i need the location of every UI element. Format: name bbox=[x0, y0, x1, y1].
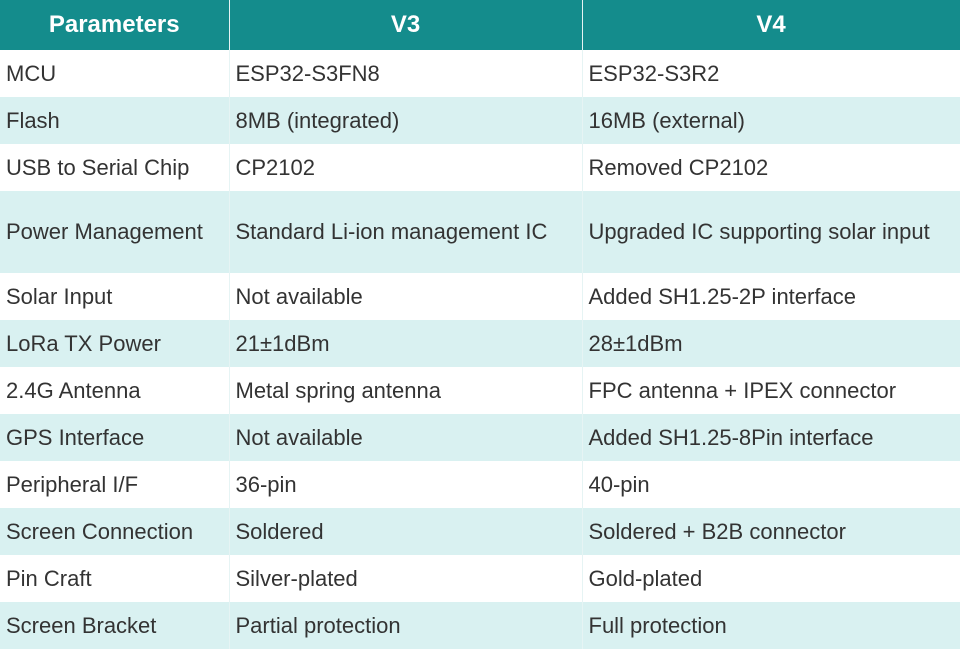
value-cell: 21±1dBm bbox=[229, 320, 583, 367]
parameter-cell: Screen Connection bbox=[0, 508, 230, 555]
value-cell: ESP32-S3FN8 bbox=[229, 50, 583, 97]
parameter-cell: Screen Bracket bbox=[0, 602, 230, 649]
parameter-cell: Power Management bbox=[0, 191, 230, 273]
parameter-cell: GPS Interface bbox=[0, 414, 230, 461]
table-row: USB to Serial Chip CP2102 Removed CP2102 bbox=[0, 144, 960, 191]
value-cell: Removed CP2102 bbox=[582, 144, 960, 191]
header-cell: V3 bbox=[229, 0, 583, 50]
value-cell: 16MB (external) bbox=[582, 97, 960, 144]
header-row: Parameters V3 V4 bbox=[0, 0, 960, 50]
table-row: Pin Craft Silver-plated Gold-plated bbox=[0, 555, 960, 602]
value-cell: Added SH1.25-2P interface bbox=[582, 273, 960, 320]
parameter-cell: LoRa TX Power bbox=[0, 320, 230, 367]
value-cell: Partial protection bbox=[229, 602, 583, 649]
table-row: Flash 8MB (integrated) 16MB (external) bbox=[0, 97, 960, 144]
value-cell: 8MB (integrated) bbox=[229, 97, 583, 144]
parameter-cell: MCU bbox=[0, 50, 230, 97]
parameter-cell: USB to Serial Chip bbox=[0, 144, 230, 191]
parameter-cell: Pin Craft bbox=[0, 555, 230, 602]
table-row: GPS Interface Not available Added SH1.25-8… bbox=[0, 414, 960, 461]
value-cell: Full protection bbox=[582, 602, 960, 649]
table-body: MCU ESP32-S3FN8 ESP32-S3R2 Flash 8MB (integr… bbox=[0, 50, 960, 649]
value-cell: Gold-plated bbox=[582, 555, 960, 602]
value-cell: Added SH1.25-8Pin interface bbox=[582, 414, 960, 461]
value-cell: 28±1dBm bbox=[582, 320, 960, 367]
table-row: 2.4G Antenna Metal spring antenna FPC ante… bbox=[0, 367, 960, 414]
value-cell: CP2102 bbox=[229, 144, 583, 191]
table-row: Screen Connection Soldered Soldered + B2B … bbox=[0, 508, 960, 555]
table-row: Power Management Standard Li-ion manageme… bbox=[0, 191, 960, 273]
parameter-cell: Flash bbox=[0, 97, 230, 144]
value-cell: 40-pin bbox=[582, 461, 960, 508]
table-row: Screen Bracket Partial protection Full pro… bbox=[0, 602, 960, 649]
parameter-cell: 2.4G Antenna bbox=[0, 367, 230, 414]
parameter-cell: Solar Input bbox=[0, 273, 230, 320]
value-cell: Not available bbox=[229, 414, 583, 461]
value-cell: FPC antenna + IPEX connector bbox=[582, 367, 960, 414]
parameter-cell: Peripheral I/F bbox=[0, 461, 230, 508]
value-cell: Soldered bbox=[229, 508, 583, 555]
value-cell: Not available bbox=[229, 273, 583, 320]
value-cell: 36-pin bbox=[229, 461, 583, 508]
value-cell: ESP32-S3R2 bbox=[582, 50, 960, 97]
value-cell: Metal spring antenna bbox=[229, 367, 583, 414]
table-row: LoRa TX Power 21±1dBm 28±1dBm bbox=[0, 320, 960, 367]
value-cell: Silver-plated bbox=[229, 555, 583, 602]
value-cell: Soldered + B2B connector bbox=[582, 508, 960, 555]
table-row: MCU ESP32-S3FN8 ESP32-S3R2 bbox=[0, 50, 960, 97]
header-cell: Parameters bbox=[0, 0, 230, 50]
value-cell: Upgraded IC supporting solar input bbox=[582, 191, 960, 273]
value-cell: Standard Li-ion management IC bbox=[229, 191, 583, 273]
table-row: Solar Input Not available Added SH1.25-2P … bbox=[0, 273, 960, 320]
header-cell: V4 bbox=[582, 0, 960, 50]
table-row: Peripheral I/F 36-pin 40-pin bbox=[0, 461, 960, 508]
